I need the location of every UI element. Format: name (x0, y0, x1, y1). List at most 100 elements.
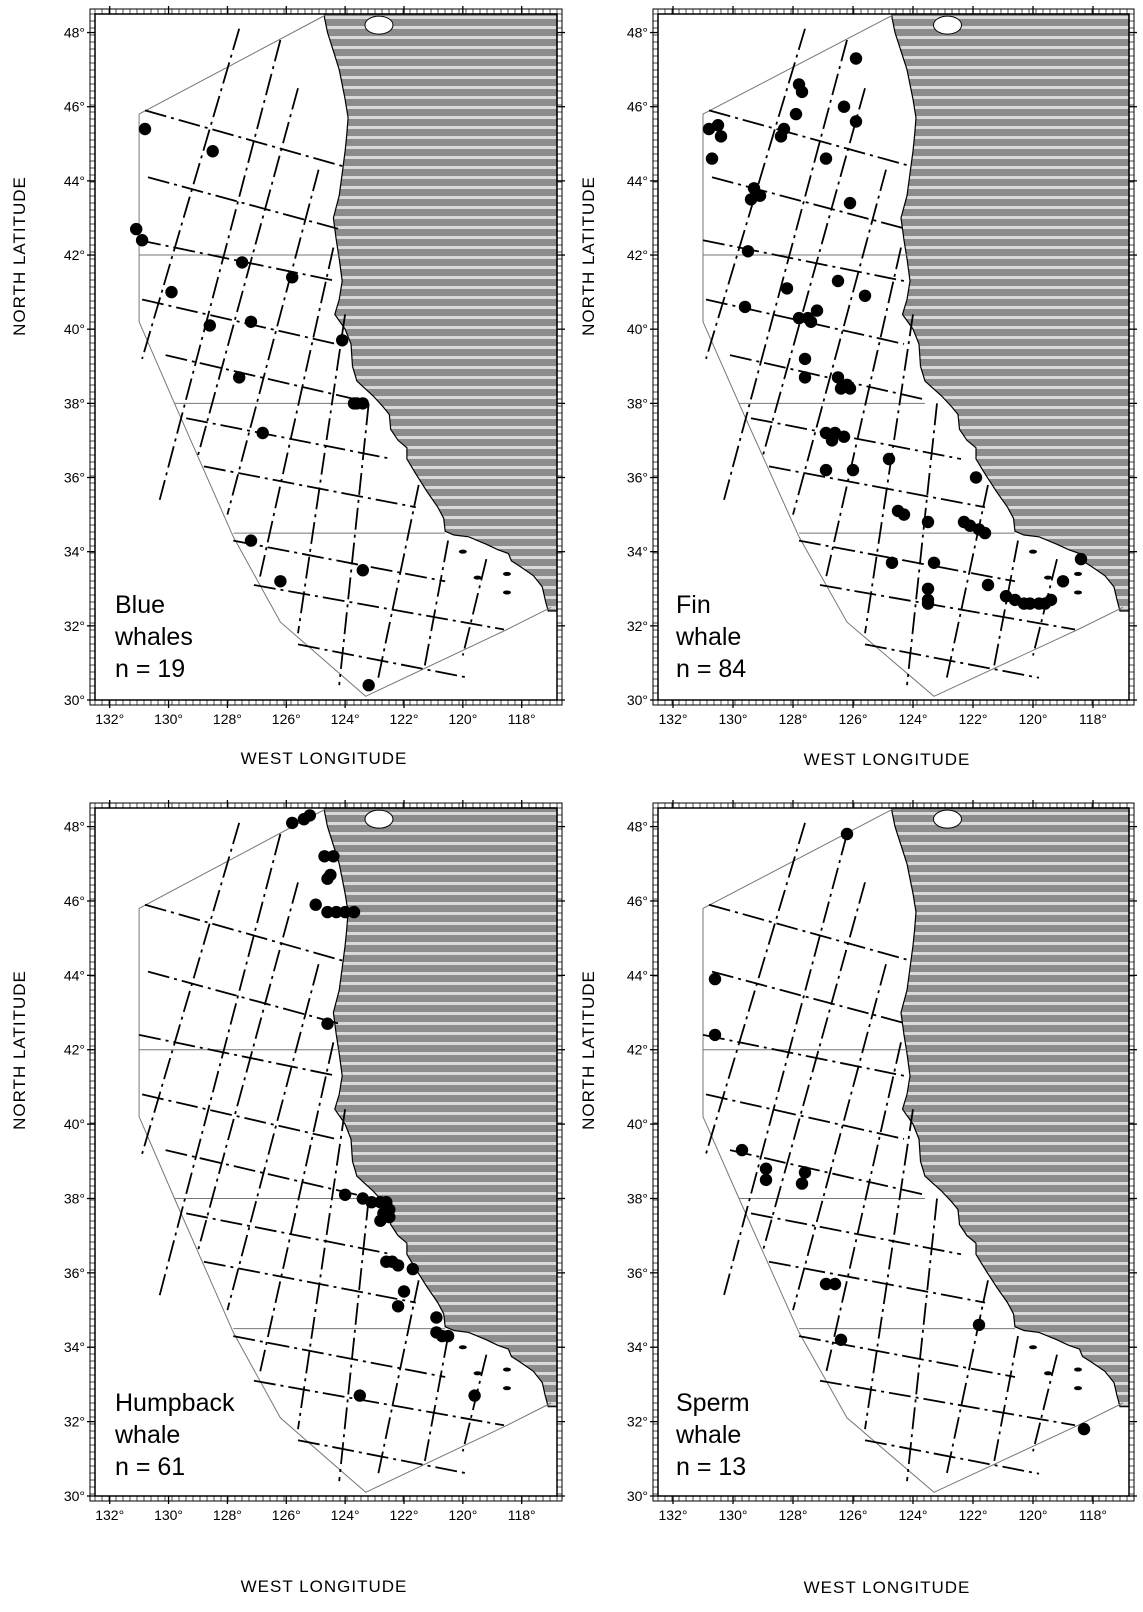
sighting-point (391, 1259, 405, 1272)
y-tick-label: 34° (64, 1339, 85, 1355)
sighting-point (347, 905, 361, 919)
track-line (158, 833, 282, 1296)
x-tick-label: 128° (779, 1507, 808, 1523)
sighting-point (921, 515, 935, 529)
y-tick-label: 42° (64, 247, 85, 263)
y-tick-label: 48° (627, 25, 648, 41)
legend-species: Humpback (115, 1389, 235, 1417)
sighting-point (837, 430, 851, 443)
sighting-point (897, 508, 911, 521)
y-axis-label: NORTH LATITUDE (10, 970, 29, 1130)
sighting-point (365, 1196, 378, 1209)
sighting-point (1044, 593, 1058, 607)
y-tick-label: 48° (627, 819, 648, 835)
track-line (762, 882, 866, 1251)
legend-count: n = 84 (676, 655, 747, 683)
map-svg: 132° 130° 128° 126° 124° 122° 120° 118° 30° 32° 34… (64, 6, 565, 727)
track-line (141, 298, 337, 345)
sighting-point (256, 426, 269, 440)
island (1044, 1371, 1052, 1376)
track-line (165, 354, 358, 401)
track-line (258, 1042, 335, 1374)
legend-kind: whale (115, 1421, 181, 1449)
sighting-point (792, 311, 806, 325)
y-tick-label: 38° (627, 395, 648, 411)
sighting-point (135, 234, 149, 247)
sighting-point (798, 1166, 812, 1179)
track-line (762, 87, 866, 456)
track-line (729, 1149, 926, 1196)
sighting-point (430, 1311, 443, 1324)
y-tick-label: 40° (627, 321, 648, 337)
track-line (461, 1354, 488, 1452)
track-line (792, 169, 887, 515)
sighting-point (244, 315, 258, 328)
track-line (144, 903, 343, 962)
sighting-point (801, 311, 815, 325)
legend: Sperm whale n = 13 (676, 1387, 750, 1483)
sighting-point (759, 1162, 773, 1175)
sighting-point (318, 850, 331, 863)
y-tick-label: 44° (64, 173, 85, 189)
track-line (376, 484, 420, 682)
track-line (297, 314, 346, 634)
y-tick-label: 32° (64, 618, 85, 634)
track-line (423, 540, 449, 667)
legend-count: n = 19 (115, 655, 186, 683)
y-tick-label: 32° (627, 618, 648, 634)
island (502, 1386, 511, 1391)
x-tick-label: 126° (839, 1507, 868, 1523)
y-tick-label: 36° (64, 1265, 85, 1281)
sighting-point (969, 471, 983, 484)
track-line (705, 822, 806, 1155)
x-tick-label: 128° (213, 711, 242, 727)
sighting-point (206, 145, 219, 158)
y-tick-label: 32° (627, 1414, 648, 1430)
track-line (253, 584, 505, 631)
sighting-point (921, 597, 935, 610)
track-line (825, 247, 902, 578)
y-tick-label: 44° (64, 967, 85, 983)
sighting-point (885, 556, 899, 569)
sighting-point (834, 1333, 848, 1346)
sighting-point (921, 582, 935, 595)
sighting-point (795, 85, 809, 99)
track-line (233, 1335, 446, 1378)
track-line (864, 1439, 1040, 1475)
track-line (819, 1379, 1076, 1427)
y-tick-label: 38° (627, 1190, 648, 1206)
sighting-point (849, 115, 863, 128)
strait-inlet (933, 809, 962, 829)
x-tick-label: 120° (448, 1507, 477, 1523)
island (502, 590, 511, 595)
track-line (705, 298, 905, 345)
track-line (819, 584, 1076, 631)
sighting-point (741, 245, 755, 258)
island (1074, 590, 1082, 595)
island (1074, 571, 1082, 576)
island (502, 1367, 511, 1372)
track-line (705, 28, 806, 360)
x-tick-label: 118° (1079, 711, 1107, 727)
x-axis-label: WEST LONGITUDE (240, 1577, 408, 1596)
y-tick-label: 36° (627, 470, 648, 486)
track-line (993, 540, 1019, 667)
x-tick-label: 130° (719, 1507, 748, 1523)
track-line (729, 354, 926, 401)
map-panel-humpback: 132° 130° 128° 126° 124° 122° 120° 118° 30° 32° 34… (0, 800, 571, 1612)
survey-boundary (702, 13, 1124, 697)
x-tick-label: 122° (389, 1507, 418, 1523)
sighting-point (798, 352, 812, 366)
sighting-point (286, 271, 299, 284)
y-tick-label: 30° (64, 1488, 85, 1504)
y-tick-label: 44° (627, 173, 648, 189)
island (502, 571, 511, 576)
y-tick-label: 46° (64, 893, 85, 909)
y-tick-label: 46° (627, 893, 648, 909)
sighting-point (330, 905, 343, 919)
y-tick-label: 34° (627, 544, 648, 560)
map-svg: 132° 130° 128° 126° 124° 122° 120° 118° 30° 32° 34… (627, 6, 1137, 727)
legend-species: Blue (115, 591, 166, 619)
x-tick-label: 122° (959, 711, 988, 727)
legend-kind: whale (676, 1421, 742, 1449)
